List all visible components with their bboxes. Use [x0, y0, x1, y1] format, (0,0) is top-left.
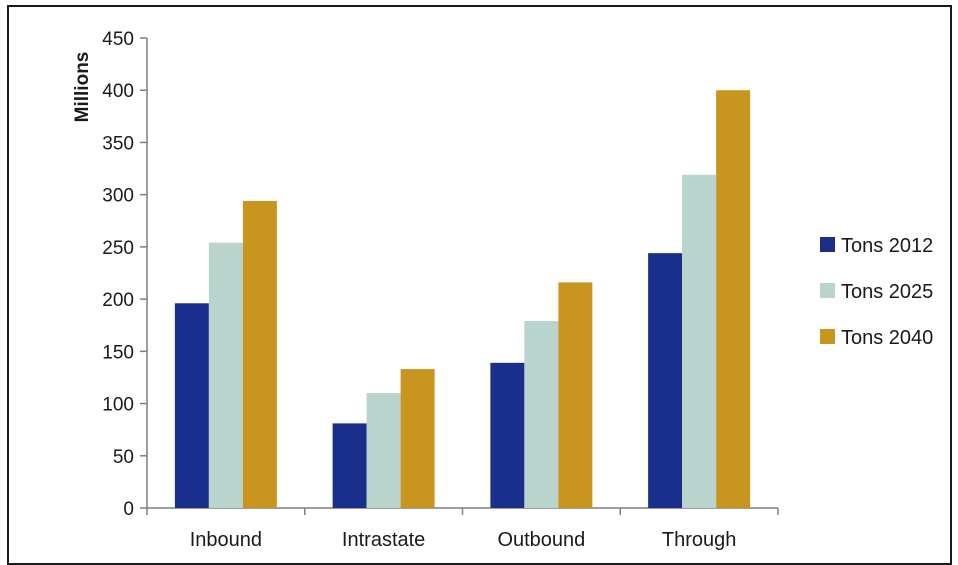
x-tick-label: Inbound: [190, 529, 262, 551]
y-tick-label: 50: [113, 447, 134, 468]
bar: [558, 282, 593, 508]
axes: 0 50 100 150 200 250 300 350 400 450 Inbound Intras…: [102, 29, 779, 551]
y-tick-label: 0: [123, 499, 134, 520]
y-tick-label: 450: [102, 29, 134, 50]
bar: [490, 362, 525, 508]
y-tick-label: 150: [102, 342, 134, 363]
bar: [648, 253, 683, 508]
bar: [716, 90, 751, 508]
legend: Tons 2012 Tons 2025 Tons 2040: [820, 235, 933, 349]
legend-swatch: [820, 329, 835, 344]
y-tick-label: 250: [102, 238, 134, 259]
bar: [400, 369, 435, 508]
bar: [524, 321, 559, 508]
y-tick-label: 100: [102, 395, 134, 416]
x-tick-label: Intrastate: [342, 529, 425, 551]
legend-swatch: [820, 237, 835, 252]
legend-swatch: [820, 283, 835, 298]
bar: [366, 393, 401, 508]
x-tick-label: Through: [662, 529, 737, 551]
bar: [208, 242, 243, 508]
x-tick-label: Outbound: [497, 529, 585, 551]
chart-frame: [7, 5, 952, 565]
y-tick-label: 200: [102, 290, 134, 311]
bars: [174, 90, 751, 509]
y-tick-label: 400: [102, 81, 134, 102]
legend-label: Tons 2025: [841, 281, 933, 303]
y-axis-label: Millions: [72, 52, 93, 123]
bar: [332, 423, 367, 508]
y-tick-label: 300: [102, 186, 134, 207]
y-tick-label: 350: [102, 133, 134, 154]
bar: [682, 174, 717, 509]
legend-label: Tons 2012: [841, 235, 933, 257]
bar: [242, 200, 277, 508]
bar: [174, 303, 209, 508]
legend-label: Tons 2040: [841, 327, 933, 349]
